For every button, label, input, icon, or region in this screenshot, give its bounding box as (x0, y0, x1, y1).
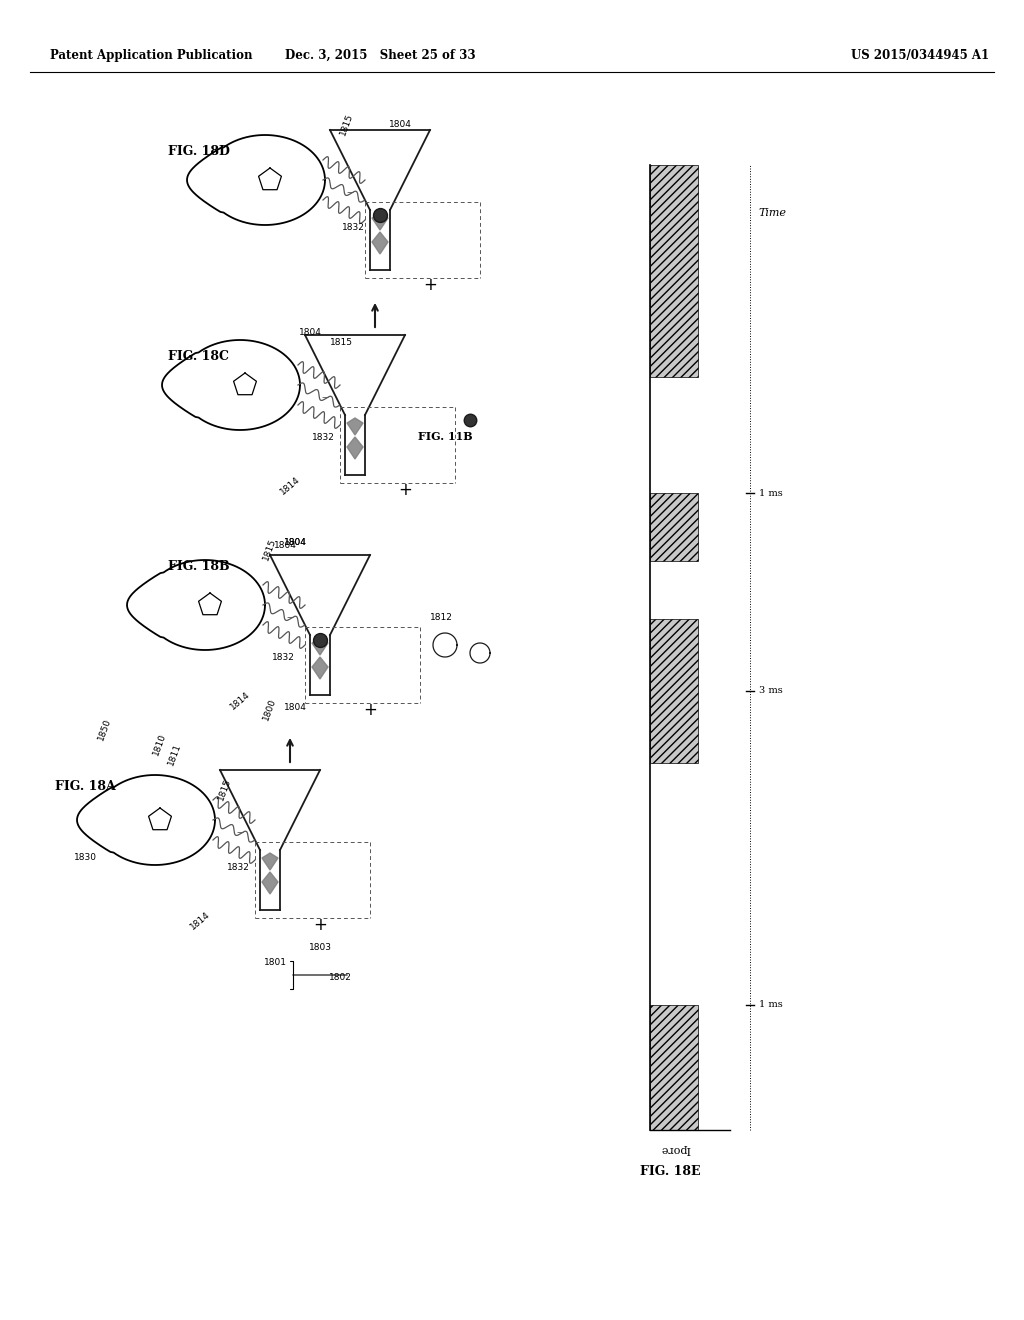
Text: 1832: 1832 (272, 653, 295, 663)
Text: 1815: 1815 (262, 537, 279, 562)
Text: US 2015/0344945 A1: US 2015/0344945 A1 (851, 49, 989, 62)
Text: 1815: 1815 (330, 338, 353, 347)
Text: Dec. 3, 2015   Sheet 25 of 33: Dec. 3, 2015 Sheet 25 of 33 (285, 49, 475, 62)
Text: 1 ms: 1 ms (759, 488, 782, 498)
Text: 1830: 1830 (74, 853, 96, 862)
Text: FIG. 18C: FIG. 18C (168, 350, 229, 363)
Text: ‒: ‒ (346, 187, 353, 197)
Text: Time: Time (758, 209, 786, 218)
Polygon shape (262, 853, 278, 870)
Text: 1814: 1814 (188, 911, 212, 932)
Text: 1850: 1850 (97, 717, 114, 742)
Text: Ipore: Ipore (659, 1144, 690, 1154)
Bar (650, 165, 698, 378)
Text: FIG. 18A: FIG. 18A (55, 780, 116, 793)
Text: 1815: 1815 (339, 112, 355, 137)
Text: 1832: 1832 (342, 223, 365, 232)
Text: ‒: ‒ (237, 828, 244, 837)
Text: 1810: 1810 (152, 733, 168, 756)
Polygon shape (372, 213, 388, 230)
Bar (650, 619, 698, 763)
Polygon shape (312, 638, 328, 655)
Text: 1804: 1804 (273, 541, 296, 550)
Text: 1814: 1814 (279, 475, 302, 498)
Text: 1804: 1804 (299, 327, 322, 337)
Text: FIG. 18D: FIG. 18D (168, 145, 229, 158)
Text: 1832: 1832 (312, 433, 335, 442)
Text: Patent Application Publication: Patent Application Publication (50, 49, 253, 62)
Text: 1804: 1804 (284, 704, 306, 711)
Polygon shape (372, 232, 388, 253)
Bar (650, 494, 698, 561)
Text: ‒: ‒ (322, 392, 329, 403)
Text: 1804: 1804 (284, 539, 306, 546)
Text: 1801: 1801 (263, 958, 287, 968)
Text: +: + (423, 276, 437, 294)
Text: +: + (398, 480, 412, 499)
Text: +: + (313, 916, 327, 935)
Polygon shape (262, 873, 278, 894)
Polygon shape (347, 418, 362, 436)
Text: FIG. 11B: FIG. 11B (418, 432, 472, 442)
Text: 1815: 1815 (217, 777, 233, 803)
Text: 1804: 1804 (388, 120, 412, 129)
Text: FIG. 18E: FIG. 18E (640, 1166, 700, 1177)
Text: 1800: 1800 (262, 697, 279, 722)
Text: 1832: 1832 (227, 863, 250, 873)
Text: 1803: 1803 (308, 942, 332, 952)
Bar (650, 1005, 698, 1130)
Text: FIG. 18B: FIG. 18B (168, 560, 229, 573)
Text: 1812: 1812 (430, 612, 453, 622)
Text: 3 ms: 3 ms (759, 686, 782, 696)
Text: 1814: 1814 (228, 690, 252, 711)
Text: 1 ms: 1 ms (759, 1001, 782, 1008)
Text: +: + (364, 701, 377, 719)
Text: 1802: 1802 (329, 973, 351, 982)
Polygon shape (347, 437, 362, 459)
Text: ‒: ‒ (287, 612, 294, 622)
Text: 1804: 1804 (284, 539, 306, 546)
Text: 1811: 1811 (167, 742, 183, 767)
Polygon shape (312, 657, 328, 678)
